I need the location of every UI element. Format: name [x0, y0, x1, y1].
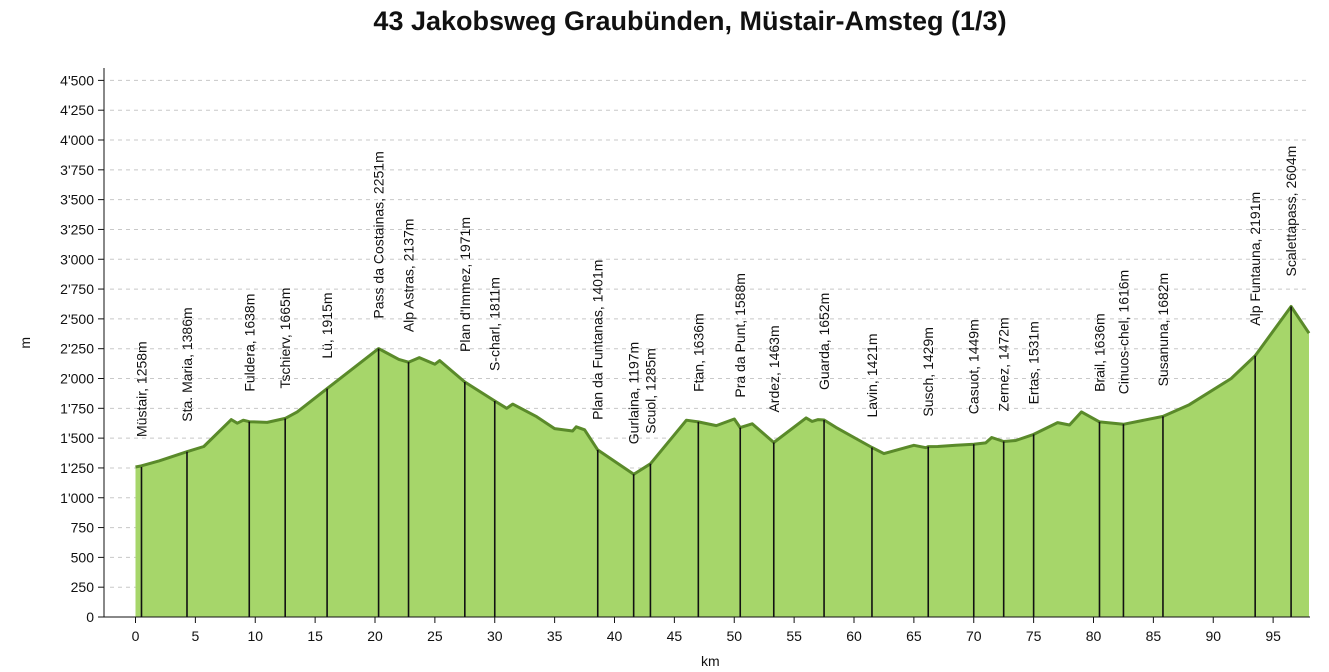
waypoint-label: S-charl, 1811m	[487, 277, 503, 371]
x-tick-label: 45	[667, 628, 683, 644]
waypoint-label: Plan da Funtanas, 1401m	[590, 260, 606, 420]
x-tick-label: 35	[547, 628, 563, 644]
waypoint-label: Zernez, 1472m	[996, 317, 1012, 411]
area-layer	[135, 305, 1311, 617]
waypoint-label: Gurlaina, 1197m	[626, 342, 642, 444]
y-tick-label: 4'250	[60, 102, 94, 118]
x-tick-label: 80	[1086, 628, 1102, 644]
waypoint-label: Lü, 1915m	[319, 292, 335, 358]
y-tick-label: 2'500	[60, 311, 94, 327]
waypoint-label: Fuldera, 1638m	[241, 294, 257, 392]
y-tick-label: 3'500	[60, 192, 94, 208]
waypoint-label: Susch, 1429m	[920, 327, 936, 417]
x-tick-label: 0	[132, 628, 140, 644]
waypoint-label: Alp Astras, 2137m	[401, 219, 417, 333]
x-tick-label: 55	[786, 628, 802, 644]
waypoint-label: Guarda, 1652m	[816, 293, 832, 390]
y-tick-label: 1'750	[60, 400, 94, 416]
waypoint-label: Casuot, 1449m	[966, 319, 982, 414]
x-tick-label: 5	[191, 628, 199, 644]
y-axis-title: m	[17, 337, 33, 349]
waypoint-label: Susanuna, 1682m	[1155, 273, 1171, 387]
waypoint-label: Plan d'Immez, 1971m	[457, 217, 473, 352]
y-tick-label: 3'750	[60, 162, 94, 178]
waypoint-label: Pass da Costainas, 2251m	[371, 151, 387, 318]
chart-title: 43 Jakobsweg Graubünden, Müstair-Amsteg …	[373, 6, 1007, 36]
x-axis-title: km	[701, 653, 720, 669]
x-tick-label: 75	[1026, 628, 1042, 644]
x-tick-label: 20	[367, 628, 383, 644]
x-tick-label: 15	[307, 628, 323, 644]
x-tick-label: 40	[607, 628, 623, 644]
waypoint-label: Alp Funtauna, 2191m	[1247, 192, 1263, 326]
waypoint-label: Tschierv, 1665m	[277, 288, 293, 389]
y-tick-label: 1'500	[60, 430, 94, 446]
x-tick-label: 25	[427, 628, 443, 644]
x-tick-label: 30	[487, 628, 503, 644]
label-layer: Müstair, 1258m Sta. Maria, 1386m Fuldera, …	[133, 146, 1299, 445]
x-tick-label: 95	[1265, 628, 1281, 644]
x-tick-label: 70	[966, 628, 982, 644]
axis-layer: 02505007501'0001'2501'5001'7502'0002'250…	[17, 68, 1310, 669]
y-tick-label: 1'250	[60, 460, 94, 476]
x-tick-label: 90	[1205, 628, 1221, 644]
waypoint-label: Cinuos-chel, 1616m	[1115, 270, 1131, 395]
y-tick-label: 4'500	[60, 72, 94, 88]
waypoint-label: Ftan, 1636m	[690, 313, 706, 392]
x-tick-label: 65	[906, 628, 922, 644]
y-tick-label: 750	[71, 520, 95, 536]
waypoint-label: Lavin, 1421m	[864, 333, 880, 417]
elevation-area	[135, 306, 1309, 617]
y-tick-label: 250	[71, 579, 95, 595]
waypoint-label: Scuol, 1285m	[642, 348, 658, 434]
x-tick-label: 60	[846, 628, 862, 644]
elevation-profile-line	[135, 305, 1311, 476]
y-tick-label: 500	[71, 549, 95, 565]
y-tick-label: 3'250	[60, 221, 94, 237]
y-tick-label: 1'000	[60, 490, 94, 506]
y-tick-label: 4'000	[60, 132, 94, 148]
waypoint-label: Ertas, 1531m	[1026, 321, 1042, 404]
y-tick-label: 3'000	[60, 251, 94, 267]
y-tick-label: 2'750	[60, 281, 94, 297]
waypoint-label: Müstair, 1258m	[133, 341, 149, 437]
waypoint-label: Ardez, 1463m	[766, 325, 782, 412]
y-tick-label: 2'000	[60, 371, 94, 387]
x-tick-label: 85	[1146, 628, 1162, 644]
waypoint-label: Pra da Punt, 1588m	[732, 273, 748, 398]
marker-layer	[140, 306, 1292, 617]
x-tick-label: 50	[726, 628, 742, 644]
x-tick-label: 10	[247, 628, 263, 644]
waypoint-label: Brail, 1636m	[1091, 313, 1107, 392]
y-tick-label: 0	[86, 609, 94, 625]
y-tick-label: 2'250	[60, 341, 94, 357]
waypoint-label: Scalettapass, 2604m	[1283, 146, 1299, 277]
waypoint-label: Sta. Maria, 1386m	[179, 307, 195, 421]
